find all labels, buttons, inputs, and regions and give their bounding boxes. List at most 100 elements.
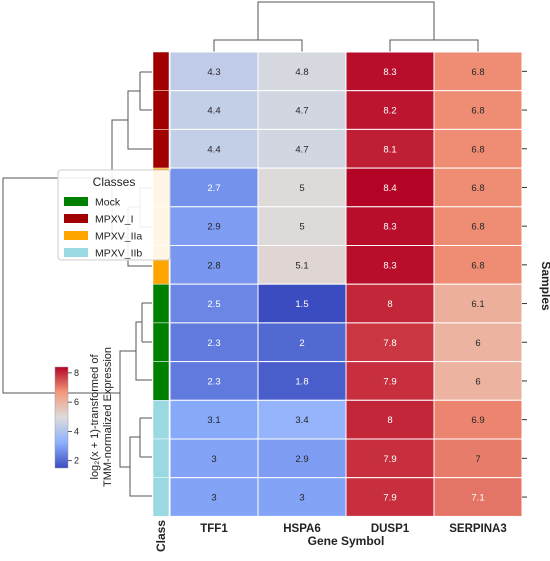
heatmap-cell bbox=[169, 438, 259, 479]
class-strip-cell bbox=[152, 283, 170, 324]
heatmap-cell bbox=[257, 322, 347, 363]
legend-entry-label: Mock bbox=[95, 197, 121, 209]
class-strip-cell bbox=[152, 400, 170, 440]
cell-value-label: 3.4 bbox=[295, 415, 308, 426]
heatmap-cell bbox=[345, 90, 435, 130]
legend-swatch bbox=[64, 197, 88, 206]
cell-value-label: 1.5 bbox=[295, 299, 308, 310]
cell-value-label: 6.8 bbox=[471, 67, 484, 78]
y-axis-title: Samples bbox=[539, 261, 550, 311]
heatmap-cell bbox=[257, 206, 347, 247]
heatmap-cell bbox=[169, 283, 259, 324]
class-strip-cell bbox=[152, 129, 170, 169]
heatmap-cell bbox=[169, 245, 259, 285]
cell-value-label: 6.8 bbox=[471, 144, 484, 155]
cell-value-label: 2.3 bbox=[207, 376, 220, 387]
heatmap-cell bbox=[257, 51, 347, 92]
cell-value-label: 2.9 bbox=[295, 454, 308, 465]
cell-value-label: 4.7 bbox=[295, 144, 308, 155]
class-strip-cell bbox=[152, 322, 170, 362]
class-strip-cell bbox=[152, 361, 170, 401]
cell-value-label: 8.4 bbox=[383, 183, 396, 194]
heatmap-cell bbox=[345, 283, 435, 324]
column-label: TFF1 bbox=[200, 523, 228, 535]
cell-value-label: 8.3 bbox=[383, 222, 396, 233]
cell-value-label: 5 bbox=[299, 222, 304, 233]
cell-value-label: 7.1 bbox=[471, 493, 484, 504]
cell-value-label: 7 bbox=[475, 454, 480, 465]
cell-value-label: 6.8 bbox=[471, 222, 484, 233]
heatmap-cell bbox=[257, 361, 347, 401]
cell-value-label: 6.8 bbox=[471, 106, 484, 117]
heatmap-cell bbox=[345, 128, 435, 169]
colorbar-label-line2: TMM-normalized Expression bbox=[102, 347, 114, 487]
cell-value-label: 6.1 bbox=[471, 299, 484, 310]
heatmap-cell bbox=[169, 167, 259, 208]
heatmap-cell bbox=[169, 399, 259, 440]
class-strip-cell bbox=[152, 477, 170, 517]
legend-title: Classes bbox=[93, 175, 136, 189]
cell-value-label: 7.9 bbox=[383, 493, 396, 504]
column-label: DUSP1 bbox=[371, 523, 410, 535]
cell-value-label: 6.9 bbox=[471, 415, 484, 426]
heatmap-cell bbox=[345, 361, 435, 401]
cell-value-label: 3 bbox=[211, 454, 216, 465]
cell-value-label: 4.3 bbox=[207, 67, 220, 78]
heatmap-cell bbox=[345, 438, 435, 479]
class-strip-cell bbox=[152, 90, 170, 130]
colorbar-tick-label: 8 bbox=[74, 368, 79, 378]
row-ticks bbox=[522, 70, 527, 498]
class-axis-label: Class bbox=[154, 520, 168, 552]
heatmap-cell bbox=[345, 167, 435, 208]
cell-value-label: 8.1 bbox=[383, 144, 396, 155]
column-dendrogram bbox=[213, 1, 479, 52]
cell-value-label: 8.3 bbox=[383, 67, 396, 78]
cell-value-label: 5 bbox=[299, 183, 304, 194]
column-label: HSPA6 bbox=[283, 523, 321, 535]
cell-value-label: 3 bbox=[299, 493, 304, 504]
cell-value-label: 2.3 bbox=[207, 338, 220, 349]
cell-value-label: 4.4 bbox=[207, 144, 220, 155]
legend-entry-label: MPXV_IIa bbox=[95, 231, 142, 243]
heatmap-cell bbox=[257, 283, 347, 324]
cell-value-label: 7.9 bbox=[383, 454, 396, 465]
heatmap-cell bbox=[257, 245, 347, 285]
colorbar-tick-label: 4 bbox=[74, 426, 79, 436]
colorbar-gradient bbox=[54, 366, 69, 469]
cell-value-label: 6.8 bbox=[471, 260, 484, 271]
colorbar: 2 4 6 8 log₂(x + 1)-transformed of TMM-norm… bbox=[54, 347, 114, 487]
heatmap-cell bbox=[345, 51, 435, 92]
legend-entry-label: MPXV_IIb bbox=[95, 248, 142, 260]
heatmap-cell bbox=[433, 51, 523, 92]
cell-value-label: 3.1 bbox=[207, 415, 220, 426]
class-annotation-strip bbox=[152, 51, 170, 517]
column-label: SERPINA3 bbox=[449, 523, 507, 535]
cell-value-label: 8 bbox=[387, 299, 392, 310]
colorbar-label-line1: log₂(x + 1)-transformed of bbox=[89, 354, 101, 480]
cell-value-label: 8.3 bbox=[383, 260, 396, 271]
heatmap-cells: 4.3 4.8 8.3 6.8 4.4 4.7 8.2 6.8 4.4 4.7 8.1 6.8 2.7 5… bbox=[169, 51, 523, 517]
heatmap-cell bbox=[257, 128, 347, 169]
cell-value-label: 8 bbox=[387, 415, 392, 426]
heatmap-cell bbox=[169, 477, 259, 517]
heatmap-cell bbox=[257, 477, 347, 517]
cell-value-label: 2.5 bbox=[207, 299, 220, 310]
colorbar-tick-label: 6 bbox=[74, 397, 79, 407]
heatmap-cell bbox=[433, 128, 523, 169]
class-strip-cell bbox=[152, 438, 170, 478]
legend-swatch bbox=[64, 214, 88, 223]
heatmap-cell bbox=[433, 361, 523, 401]
x-axis-title: Gene Symbol bbox=[308, 534, 385, 548]
cell-value-label: 1.8 bbox=[295, 376, 308, 387]
heatmap-cell bbox=[433, 477, 523, 517]
heatmap-cell bbox=[433, 167, 523, 208]
legend-entry-label: MPXV_I bbox=[95, 214, 134, 226]
legend-swatch bbox=[64, 248, 88, 257]
cell-value-label: 2.9 bbox=[207, 222, 220, 233]
cell-value-label: 6.8 bbox=[471, 183, 484, 194]
heatmap-cell bbox=[257, 90, 347, 130]
cell-value-label: 8.2 bbox=[383, 106, 396, 117]
heatmap-cell bbox=[345, 399, 435, 440]
cell-value-label: 4.8 bbox=[295, 67, 308, 78]
